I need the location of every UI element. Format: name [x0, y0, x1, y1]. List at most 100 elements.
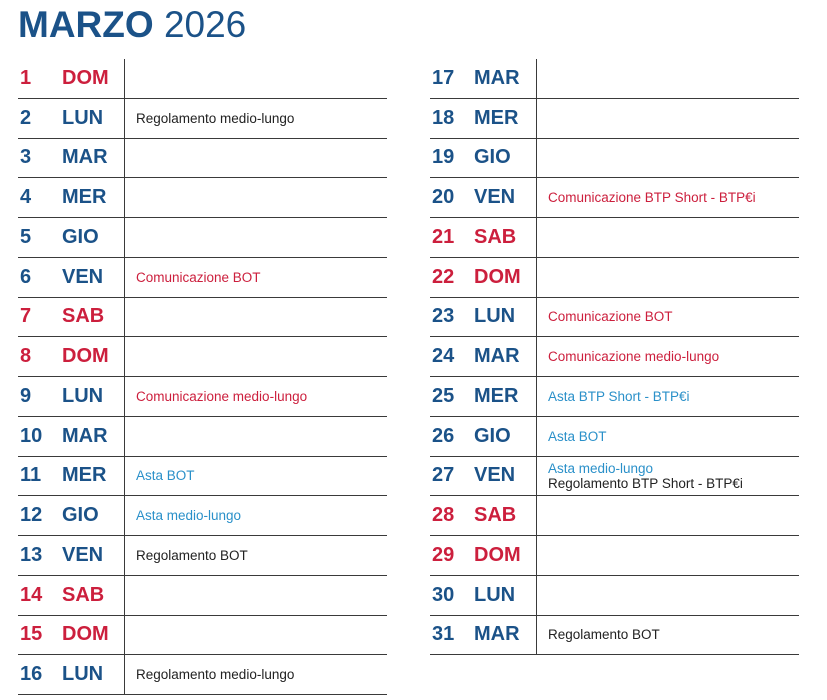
event-notes: Asta BTP Short - BTP€i [548, 377, 795, 416]
day-name: LUN [62, 663, 104, 686]
event-notes: Comunicazione BOT [548, 298, 795, 337]
event-note: Regolamento medio-lungo [136, 110, 295, 126]
column-divider [124, 218, 125, 257]
calendar-row: 5 GIO [18, 218, 387, 258]
title-year: 2026 [163, 4, 247, 45]
day-name: DOM [474, 543, 521, 566]
day-number: 29 [432, 543, 455, 566]
event-note: Asta BOT [136, 468, 195, 484]
calendar-row: 31 MAR Regolamento BOT [430, 615, 799, 656]
day-number: 12 [20, 504, 43, 527]
column-divider [124, 138, 125, 178]
calendar-row: 3 MAR [18, 138, 387, 179]
calendar-row: 26 GIO Asta BOT [430, 416, 799, 457]
day-number: 31 [432, 623, 455, 646]
day-number: 3 [20, 146, 32, 169]
day-number: 18 [432, 106, 455, 129]
column-divider [124, 416, 125, 456]
column-divider [536, 297, 537, 337]
event-notes [136, 337, 383, 376]
day-number: 16 [20, 663, 43, 686]
column-divider [536, 98, 537, 138]
day-name: DOM [474, 265, 521, 288]
day-name: MAR [474, 345, 520, 368]
day-number: 23 [432, 305, 455, 328]
day-name: DOM [62, 623, 109, 646]
calendar-row: 24 MAR Comunicazione medio-lungo [430, 337, 799, 377]
day-name: MER [62, 186, 107, 209]
column-divider [124, 456, 125, 496]
column-divider [536, 496, 537, 535]
column-divider [536, 178, 537, 217]
event-notes: Asta BOT [136, 457, 383, 496]
event-notes [136, 576, 383, 615]
event-notes [136, 139, 383, 178]
day-number: 27 [432, 464, 455, 487]
day-name: MAR [474, 623, 520, 646]
column-divider [124, 575, 125, 615]
calendar-row: 15 DOM [18, 615, 387, 656]
day-name: GIO [474, 146, 511, 169]
day-name: SAB [474, 504, 517, 527]
day-name: MAR [474, 66, 520, 89]
column-divider [124, 496, 125, 535]
event-notes: Comunicazione BTP Short - BTP€i [548, 178, 795, 217]
column-divider [124, 59, 125, 98]
column-divider [536, 337, 537, 376]
calendar-row: 19 GIO [430, 138, 799, 179]
calendar-row: 12 GIO Asta medio-lungo [18, 496, 387, 536]
event-notes [548, 496, 795, 535]
calendar-row: 21 SAB [430, 218, 799, 258]
event-notes: Comunicazione medio-lungo [136, 377, 383, 416]
day-name: GIO [62, 504, 99, 527]
calendar-row: 7 SAB [18, 297, 387, 338]
calendar-row: 23 LUN Comunicazione BOT [430, 297, 799, 338]
calendar-row: 17 MAR [430, 59, 799, 99]
event-notes [548, 59, 795, 98]
event-note: Comunicazione BOT [548, 309, 673, 325]
day-number: 30 [432, 583, 455, 606]
event-note: Asta BTP Short - BTP€i [548, 388, 690, 404]
day-number: 5 [20, 225, 32, 248]
column-divider [536, 615, 537, 655]
column-divider [536, 456, 537, 496]
event-note: Regolamento medio-lungo [136, 667, 295, 683]
event-notes [548, 536, 795, 575]
event-note: Asta BOT [548, 428, 607, 444]
day-number: 28 [432, 504, 455, 527]
calendar-row: 18 MER [430, 98, 799, 139]
calendar-row: 6 VEN Comunicazione BOT [18, 257, 387, 298]
day-number: 6 [20, 265, 32, 288]
day-number: 13 [20, 543, 43, 566]
calendar-row: 4 MER [18, 178, 387, 218]
event-notes [136, 298, 383, 337]
calendar-column-right: 17 MAR 18 MER 19 GIO 20 VEN Comunicazione BTP Sh… [430, 59, 799, 656]
day-number: 9 [20, 384, 32, 407]
day-number: 11 [20, 464, 42, 487]
day-name: VEN [474, 186, 516, 209]
day-number: 14 [20, 583, 43, 606]
day-number: 21 [432, 225, 455, 248]
column-divider [536, 377, 537, 416]
day-name: GIO [474, 424, 511, 447]
day-name: MER [474, 384, 519, 407]
calendar-row: 16 LUN Regolamento medio-lungo [18, 655, 387, 695]
day-name: DOM [62, 66, 109, 89]
column-divider [124, 257, 125, 297]
event-notes [548, 576, 795, 615]
day-name: SAB [474, 225, 517, 248]
event-notes [136, 59, 383, 98]
event-notes: Asta medio-lungo Regolamento BTP Short - … [548, 457, 795, 496]
column-divider [124, 377, 125, 416]
event-note: Comunicazione BOT [136, 269, 261, 285]
day-number: 24 [432, 345, 455, 368]
day-number: 10 [20, 424, 43, 447]
day-number: 22 [432, 265, 455, 288]
event-note: Regolamento BOT [548, 627, 660, 643]
calendar-row: 11 MER Asta BOT [18, 456, 387, 497]
column-divider [536, 218, 537, 257]
day-name: MER [474, 106, 519, 129]
day-name: VEN [474, 464, 516, 487]
day-name: LUN [474, 583, 516, 606]
calendar-row: 20 VEN Comunicazione BTP Short - BTP€i [430, 178, 799, 218]
